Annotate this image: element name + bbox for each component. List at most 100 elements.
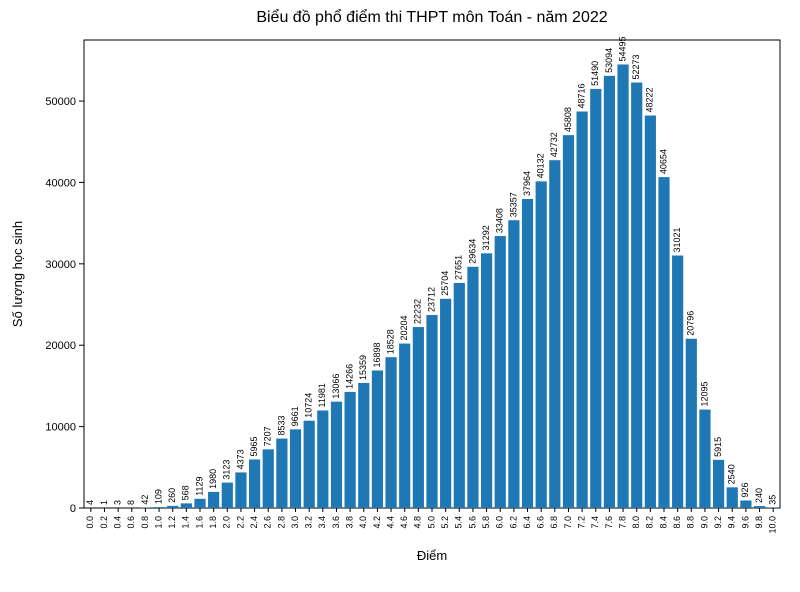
bar-value-label: 23712: [426, 287, 436, 312]
bar-value-label: 40132: [536, 153, 546, 178]
bar: [331, 402, 342, 508]
bar-value-label: 18528: [385, 329, 395, 354]
bar-value-label: 33408: [495, 208, 505, 233]
bar: [372, 370, 383, 508]
y-axis-label: Số lượng học sinh: [10, 221, 25, 327]
bar-value-label: 11981: [317, 383, 327, 407]
x-tick-label: 2.0: [222, 516, 232, 529]
bar-value-label: 35357: [508, 192, 518, 217]
bar: [153, 507, 164, 508]
bar: [536, 181, 547, 508]
bar-value-label: 40654: [658, 149, 668, 174]
bar: [167, 506, 178, 508]
bar: [235, 472, 246, 508]
x-tick-label: 9.2: [713, 516, 723, 529]
bar-value-label: 3: [112, 500, 122, 505]
bar-value-label: 240: [754, 488, 764, 503]
bar: [522, 199, 533, 508]
x-tick-label: 1.2: [167, 516, 177, 529]
bar: [617, 64, 628, 508]
bar-value-label: 29634: [467, 239, 477, 264]
bar-value-label: 8: [126, 500, 136, 505]
y-tick-label: 50000: [45, 96, 76, 108]
bar: [276, 439, 287, 508]
x-tick-label: 6.2: [508, 516, 518, 529]
bar-value-label: 45808: [563, 107, 573, 132]
bar-value-label: 20796: [686, 311, 696, 336]
bar-value-label: 42: [140, 495, 150, 505]
y-tick-label: 10000: [45, 422, 76, 434]
bar-value-label: 8533: [276, 416, 286, 436]
x-tick-label: 7.0: [563, 516, 573, 529]
x-tick-label: 2.2: [235, 516, 245, 529]
x-tick-label: 6.0: [495, 516, 505, 529]
x-tick-label: 1.4: [181, 516, 191, 529]
bar: [590, 89, 601, 508]
x-tick-label: 1.8: [208, 516, 218, 529]
bar: [317, 410, 328, 508]
bar-value-label: 48716: [576, 83, 586, 108]
bar-value-label: 51490: [590, 61, 600, 86]
x-tick-label: 0.4: [112, 516, 122, 529]
bar-value-label: 12095: [699, 382, 709, 407]
bar: [672, 256, 683, 508]
bar-value-label: 5915: [713, 437, 723, 457]
bar-value-label: 53094: [604, 48, 614, 73]
bar-value-label: 926: [740, 482, 750, 497]
bar: [577, 111, 588, 508]
bar: [631, 83, 642, 508]
bar-value-label: 31021: [672, 227, 682, 252]
x-tick-label: 9.4: [727, 516, 737, 529]
x-tick-label: 9.0: [699, 516, 709, 529]
x-tick-label: 5.8: [481, 516, 491, 529]
bar: [194, 499, 205, 508]
bar-value-label: 13066: [331, 374, 341, 399]
bar: [385, 357, 396, 508]
bar-value-label: 14266: [344, 364, 354, 389]
x-tick-label: 4.8: [413, 516, 423, 529]
bar-value-label: 1980: [208, 469, 218, 489]
y-tick-label: 20000: [45, 340, 76, 352]
x-tick-label: 3.8: [344, 516, 354, 529]
bar: [208, 492, 219, 508]
x-tick-label: 4.2: [372, 516, 382, 529]
bar: [495, 236, 506, 508]
bar-value-label: 31292: [481, 225, 491, 250]
bar-value-label: 37964: [522, 171, 532, 196]
x-tick-label: 7.2: [576, 516, 586, 529]
x-tick-label: 5.0: [426, 516, 436, 529]
x-tick-label: 0.8: [140, 516, 150, 529]
bar: [727, 487, 738, 508]
x-tick-label: 8.8: [686, 516, 696, 529]
bar: [413, 327, 424, 508]
x-tick-label: 7.4: [590, 516, 600, 529]
bar: [563, 135, 574, 508]
x-tick-label: 1.0: [153, 516, 163, 529]
bar-value-label: 9661: [290, 406, 300, 426]
bar-value-label: 25704: [440, 271, 450, 296]
bar: [549, 160, 560, 508]
y-tick-label: 30000: [45, 259, 76, 271]
bar-value-label: 42732: [549, 132, 559, 157]
bar: [658, 177, 669, 508]
bar-value-label: 4: [85, 500, 95, 505]
bar: [713, 460, 724, 508]
bar: [263, 449, 274, 508]
bar: [645, 116, 656, 508]
bar-value-label: 4373: [235, 449, 245, 469]
chart-title: Biểu đồ phổ điểm thi THPT môn Toán - năm…: [256, 8, 607, 26]
bar-value-label: 20204: [399, 316, 409, 341]
bar-value-label: 48222: [645, 87, 655, 112]
x-tick-label: 2.4: [249, 516, 259, 529]
bar: [686, 339, 697, 508]
x-tick-label: 5.4: [454, 516, 464, 529]
x-tick-label: 9.8: [754, 516, 764, 529]
x-tick-label: 3.0: [290, 516, 300, 529]
bar: [740, 500, 751, 508]
x-tick-label: 8.2: [645, 516, 655, 529]
x-tick-label: 2.8: [276, 516, 286, 529]
x-tick-label: 5.6: [467, 516, 477, 529]
bar-value-label: 22232: [413, 299, 423, 324]
bar: [399, 344, 410, 508]
x-tick-label: 8.4: [658, 516, 668, 529]
